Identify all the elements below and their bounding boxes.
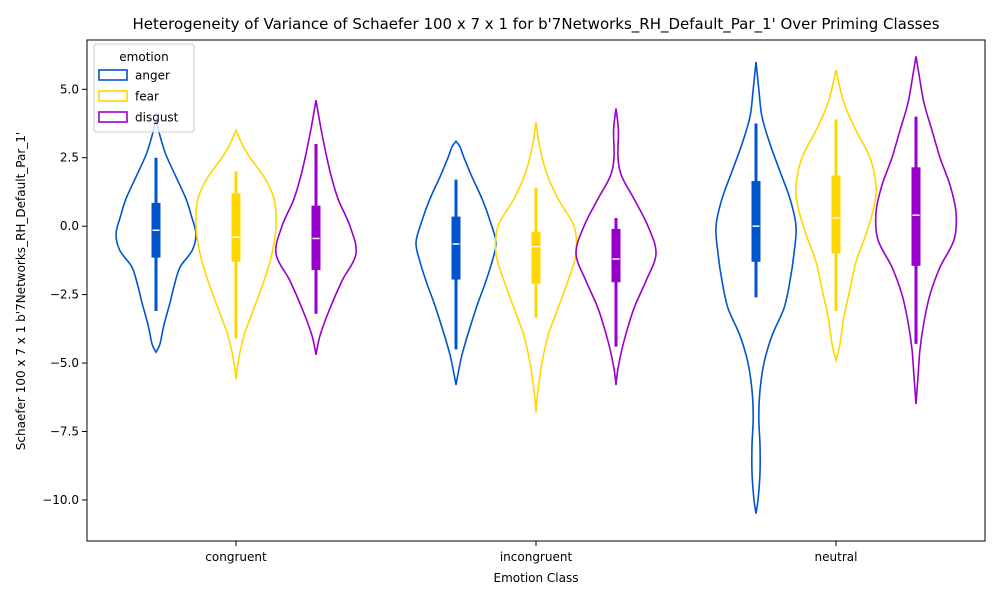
violin-anger-incongruent	[415, 139, 497, 386]
series-disgust	[274, 56, 958, 405]
plot-area	[115, 56, 958, 514]
y-tick-label: 2.5	[60, 151, 79, 165]
legend-frame	[93, 43, 195, 133]
y-axis-label: Schaefer 100 x 7 x 1 b'7Networks_RH_Defa…	[14, 132, 28, 450]
legend-title: emotion	[119, 50, 168, 64]
iqr-box-fear-congruent	[231, 193, 241, 262]
series-anger	[115, 61, 797, 514]
legend-swatch-disgust	[98, 111, 128, 123]
iqr-box-disgust-neutral	[911, 167, 921, 266]
iqr-box-anger-incongruent	[451, 216, 461, 280]
legend-swatch-anger	[98, 69, 128, 81]
legend-label-fear: fear	[135, 90, 159, 104]
legend-swatch-fear	[98, 90, 128, 102]
legend: emotion anger fear disgust	[93, 43, 195, 133]
iqr-box-anger-neutral	[751, 180, 761, 262]
iqr-box-fear-incongruent	[531, 231, 541, 284]
violin-disgust-neutral	[874, 56, 958, 405]
iqr-box-disgust-incongruent	[611, 228, 621, 283]
violin-anger-neutral	[715, 61, 797, 514]
violin-disgust-incongruent	[575, 108, 657, 386]
violin-fear-incongruent	[494, 121, 578, 413]
x-axis: congruent incongruent neutral	[205, 541, 857, 564]
violin-fear-congruent	[195, 128, 277, 380]
y-tick-label: 5.0	[60, 82, 79, 96]
legend-label-disgust: disgust	[135, 111, 179, 125]
y-tick-label: −7.5	[50, 424, 79, 438]
legend-label-anger: anger	[135, 69, 170, 83]
series-fear	[195, 69, 878, 413]
x-axis-label: Emotion Class	[494, 571, 579, 585]
y-tick-label: −10.0	[42, 493, 79, 507]
x-tick-label: incongruent	[500, 550, 573, 564]
y-tick-label: 0.0	[60, 219, 79, 233]
violin-disgust-congruent	[274, 100, 358, 355]
y-axis: 5.0 2.5 0.0 −2.5 −5.0 −7.5 −10.0	[42, 82, 87, 507]
y-tick-label: −2.5	[50, 288, 79, 302]
y-tick-label: −5.0	[50, 356, 79, 370]
x-tick-label: congruent	[205, 550, 267, 564]
violin-fear-neutral	[794, 69, 878, 364]
chart-title: Heterogeneity of Variance of Schaefer 10…	[132, 15, 939, 34]
iqr-box-fear-neutral	[831, 175, 841, 254]
x-tick-label: neutral	[815, 550, 858, 564]
